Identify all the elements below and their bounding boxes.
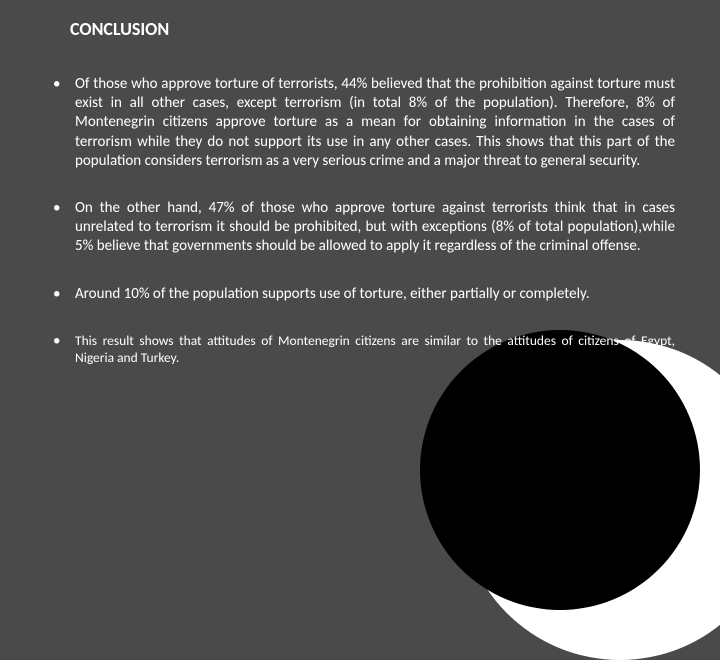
slide-content: CONCLUSION Of those who approve torture … (45, 18, 675, 366)
bullet-item: On the other hand, 47% of those who appr… (45, 199, 675, 257)
bullet-item: This result shows that attitudes of Mont… (45, 332, 675, 367)
slide-title: CONCLUSION (70, 18, 675, 40)
page-number: 20 (694, 514, 706, 528)
bullet-item: Around 10% of the population supports us… (45, 285, 675, 304)
decorative-circle-inner (420, 330, 700, 610)
bullet-list: Of those who approve torture of terroris… (45, 75, 675, 366)
bullet-item: Of those who approve torture of terroris… (45, 75, 675, 171)
